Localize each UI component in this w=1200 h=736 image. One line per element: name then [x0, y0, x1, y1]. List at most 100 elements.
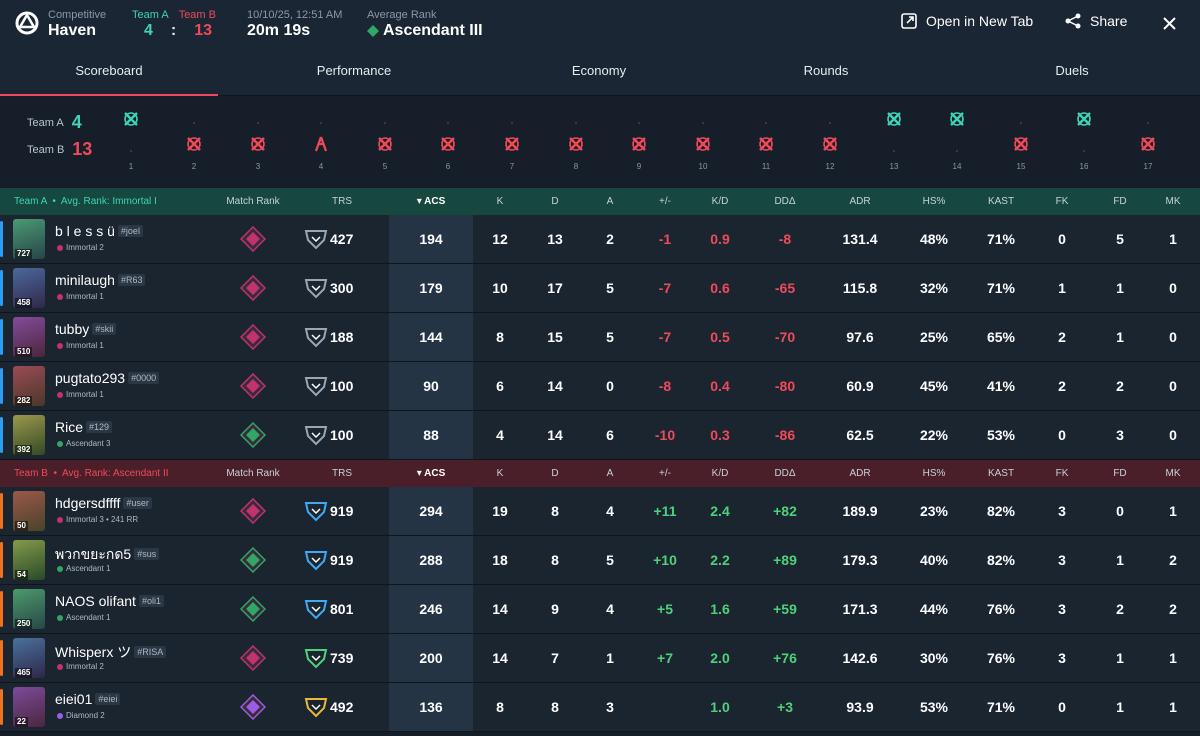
stat-hs: 44% — [919, 601, 949, 617]
column-header-adr[interactable]: ADR — [849, 196, 871, 207]
round-15[interactable]: 15 — [1006, 110, 1036, 180]
player-row[interactable]: 510 tubby #skii Immortal 1 188 144 8 15 5 -7 0.5 -7… — [0, 313, 1200, 362]
stat-adr: 189.9 — [842, 503, 878, 519]
player-level: 282 — [15, 396, 33, 406]
column-header-hs[interactable]: HS% — [922, 468, 946, 479]
player-row[interactable]: 392 Rice #129 Ascendant 3 100 88 4 14 6 -10 0.3 -86… — [0, 411, 1200, 460]
round-11[interactable]: 11 — [751, 110, 781, 180]
round-13[interactable]: 13 — [879, 110, 909, 180]
stat-a: 5 — [606, 552, 614, 568]
tab-duels[interactable]: Duels — [1055, 63, 1089, 78]
column-header-fk[interactable]: FK — [1055, 468, 1069, 479]
player-name-line[interactable]: tubby #skii — [55, 321, 117, 337]
stat-fk: 3 — [1058, 601, 1066, 617]
round-14[interactable]: 14 — [942, 110, 972, 180]
column-header-fd[interactable]: FD — [1113, 196, 1127, 207]
player-row[interactable]: 282 pugtato293 #0000 Immortal 1 100 90 6 14 0 -8 0… — [0, 362, 1200, 411]
column-header-mk[interactable]: MK — [1165, 468, 1181, 479]
close-icon[interactable] — [1162, 16, 1177, 31]
column-header-d[interactable]: D — [551, 196, 559, 207]
round-2[interactable]: 2 — [179, 110, 209, 180]
round-16[interactable]: 16 — [1069, 110, 1099, 180]
player-name-line[interactable]: NAOS olifant #oli1 — [55, 593, 164, 609]
column-header-k[interactable]: K — [496, 468, 504, 479]
column-header-kast[interactable]: KAST — [987, 196, 1015, 207]
column-header-matchrank[interactable]: Match Rank — [226, 196, 280, 207]
column-header-hs[interactable]: HS% — [922, 196, 946, 207]
column-header-acs[interactable]: ▾ ACS — [416, 196, 446, 207]
column-header-dd[interactable]: DDΔ — [774, 196, 796, 207]
player-rank-text: Immortal 1 — [66, 341, 104, 350]
team-name: Team B — [14, 468, 48, 479]
column-header-trs[interactable]: TRS — [332, 468, 352, 479]
column-header-kd[interactable]: K/D — [711, 468, 729, 479]
player-row[interactable]: 50 hdgersdffff #user Immortal 3 • 241 RR 919… — [0, 487, 1200, 536]
player-row[interactable]: 250 NAOS olifant #oli1 Ascendant 1 801 246 14 9… — [0, 585, 1200, 634]
stat-trs: 100 — [330, 378, 354, 394]
round-7[interactable]: 7 — [497, 110, 527, 180]
tab-economy[interactable]: Economy — [571, 63, 627, 78]
player-row[interactable]: 465 Whisperx ツ #RISA Immortal 2 739 200 14 7 1 +7… — [0, 634, 1200, 683]
open-new-tab-button[interactable]: Open in New Tab — [900, 12, 1033, 30]
column-header-acs[interactable]: ▾ ACS — [416, 468, 446, 479]
player-name-line[interactable]: pugtato293 #0000 — [55, 370, 160, 386]
stat-dd: +3 — [777, 699, 793, 715]
round-5[interactable]: 5 — [370, 110, 400, 180]
stat-pm: -7 — [658, 329, 672, 345]
player-row[interactable]: 458 minilaugh #R63 Immortal 1 300 179 10 17 5 -7 0… — [0, 264, 1200, 313]
column-header-dd[interactable]: DDΔ — [774, 468, 796, 479]
player-name: eiei01 — [55, 691, 93, 707]
column-header-a[interactable]: A — [606, 468, 614, 479]
match-rank-icon — [239, 225, 267, 253]
share-button[interactable]: Share — [1064, 12, 1127, 30]
round-number: 4 — [318, 162, 324, 171]
stat-kd: 0.5 — [710, 329, 730, 345]
stat-trs: 801 — [330, 601, 354, 617]
column-header-fk[interactable]: FK — [1055, 196, 1069, 207]
round-6[interactable]: 6 — [433, 110, 463, 180]
column-header-k[interactable]: K — [496, 196, 504, 207]
column-header-[interactable]: +/- — [659, 468, 671, 479]
round-1[interactable]: 1 — [116, 110, 146, 180]
player-name-line[interactable]: Rice #129 — [55, 419, 113, 435]
column-header-mk[interactable]: MK — [1165, 196, 1181, 207]
player-name-line[interactable]: minilaugh #R63 — [55, 272, 146, 288]
column-header-[interactable]: +/- — [659, 196, 671, 207]
column-header-kast[interactable]: KAST — [987, 468, 1015, 479]
player-name-line[interactable]: พวกขยะกด5 #sus — [55, 544, 160, 566]
round-12[interactable]: 12 — [815, 110, 845, 180]
app-logo-icon — [15, 11, 39, 35]
team-color-bar — [0, 591, 3, 627]
column-header-a[interactable]: A — [606, 196, 614, 207]
column-header-adr[interactable]: ADR — [849, 468, 871, 479]
trs-tier-icon — [304, 549, 328, 571]
player-name-line[interactable]: eiei01 #eiei — [55, 691, 121, 707]
column-header-fd[interactable]: FD — [1113, 468, 1127, 479]
agent-avatar: 22 — [13, 687, 45, 727]
stat-kast: 71% — [986, 231, 1016, 247]
column-header-kd[interactable]: K/D — [711, 196, 729, 207]
stat-d: 14 — [547, 378, 563, 394]
round-17[interactable]: 17 — [1133, 110, 1163, 180]
player-name-line[interactable]: hdgersdffff #user — [55, 495, 152, 511]
tab-rounds[interactable]: Rounds — [803, 63, 849, 78]
player-row[interactable]: 54 พวกขยะกด5 #sus Ascendant 1 919 288 18 8 5 +10 2… — [0, 536, 1200, 585]
column-header-trs[interactable]: TRS — [332, 196, 352, 207]
scoreboard-table: Team A • Avg. Rank: Immortal I Match Rank… — [0, 188, 1200, 732]
round-4[interactable]: 4 — [306, 110, 336, 180]
player-row[interactable]: 727 b l e s s ü #joel Immortal 2 427 194 12 13 2… — [0, 215, 1200, 264]
player-rank: Diamond 2 — [57, 711, 105, 720]
match-rank-icon — [239, 595, 267, 623]
empty-round-dot — [638, 122, 640, 124]
tab-performance[interactable]: Performance — [316, 63, 392, 78]
round-10[interactable]: 10 — [688, 110, 718, 180]
round-9[interactable]: 9 — [624, 110, 654, 180]
player-name-line[interactable]: Whisperx ツ #RISA — [55, 642, 167, 662]
round-8[interactable]: 8 — [561, 110, 591, 180]
player-name-line[interactable]: b l e s s ü #joel — [55, 223, 143, 239]
round-3[interactable]: 3 — [243, 110, 273, 180]
column-header-matchrank[interactable]: Match Rank — [226, 468, 280, 479]
player-row[interactable]: 22 eiei01 #eiei Diamond 2 492 136 8 8 3 1.0 +3 93.9… — [0, 683, 1200, 732]
column-header-d[interactable]: D — [551, 468, 559, 479]
tab-scoreboard[interactable]: Scoreboard — [0, 48, 218, 96]
